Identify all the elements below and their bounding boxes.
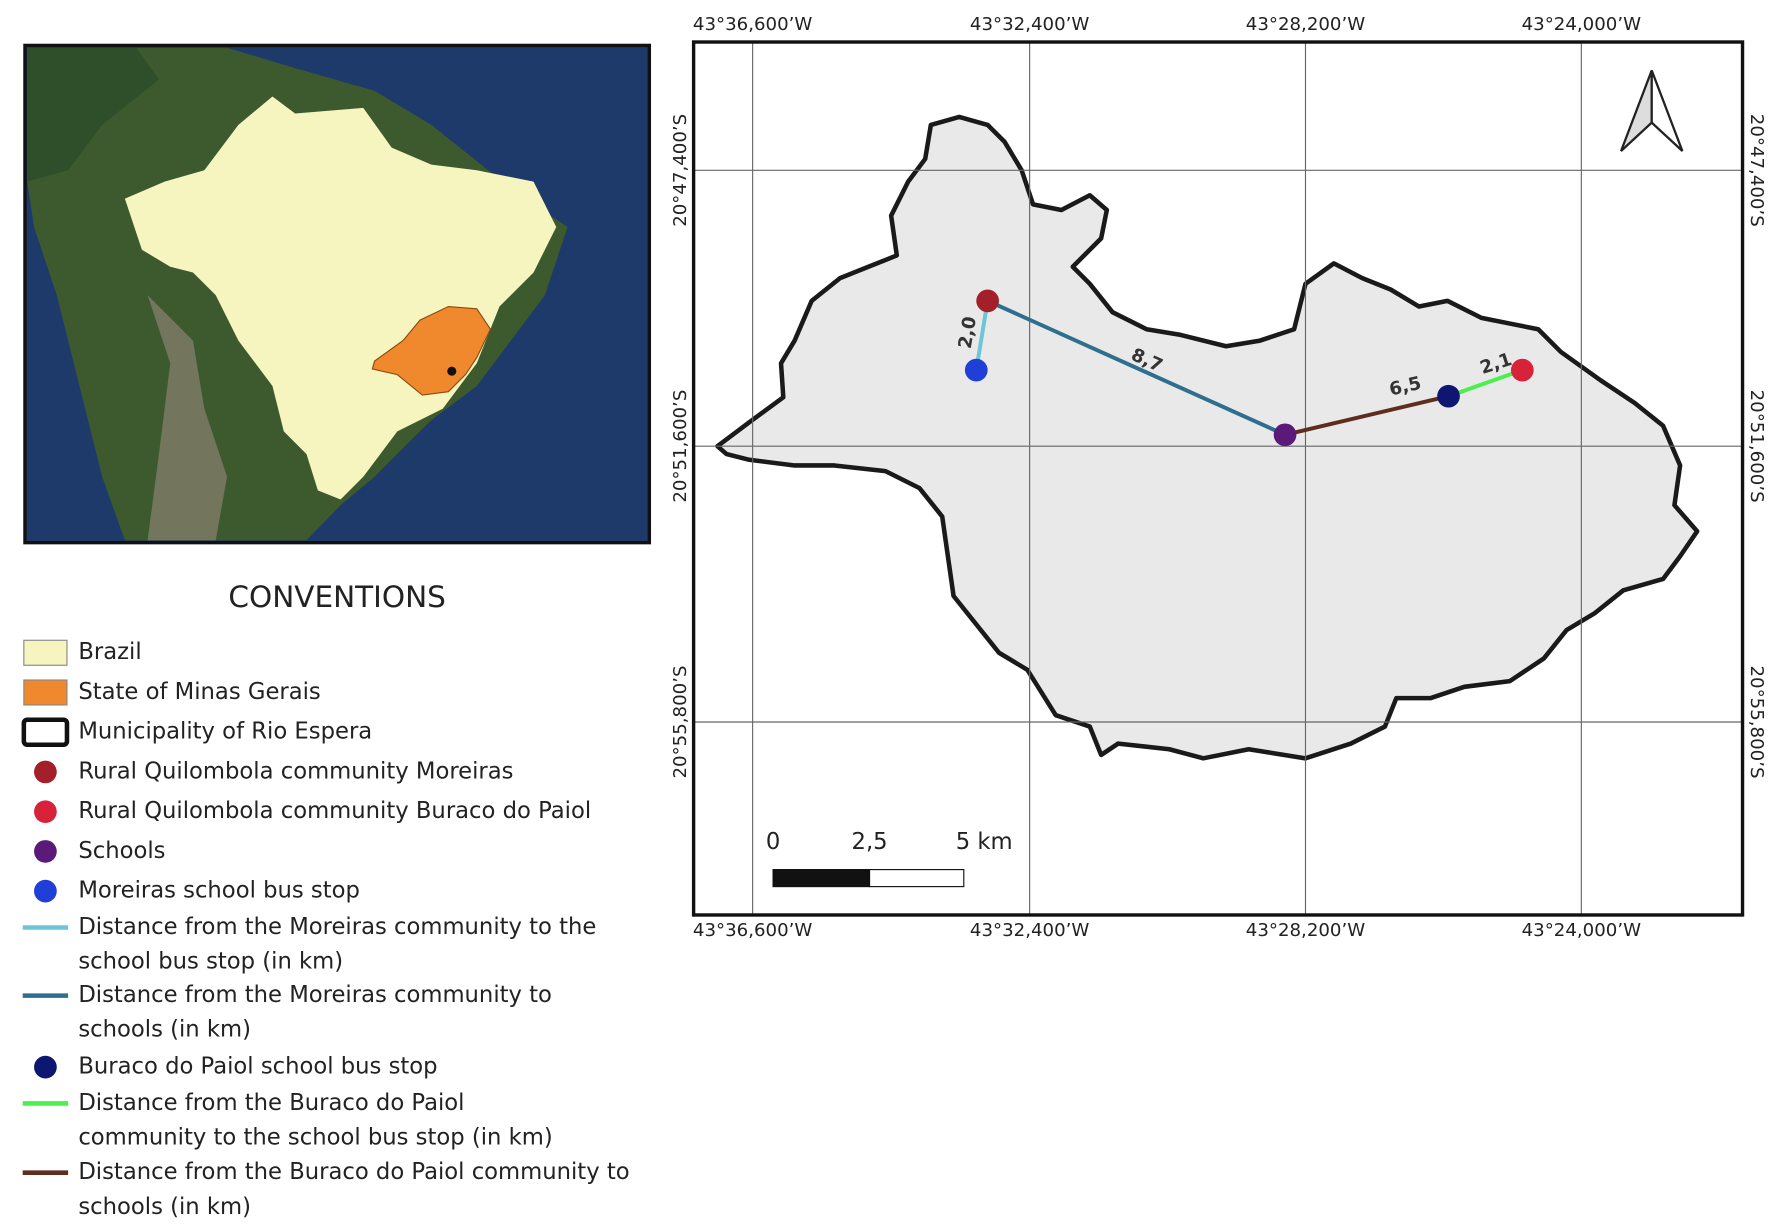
- legend-title: CONVENTIONS: [228, 580, 446, 614]
- legend-label: Municipality of Rio Espera: [78, 719, 372, 745]
- legend-label: school bus stop (in km): [78, 949, 343, 975]
- points: [964, 289, 1534, 447]
- map-frame: [691, 40, 1745, 917]
- scale-label: 5 km: [956, 829, 1013, 855]
- main-map: 2,0 8,7 6,5 2,1 0 2,5 5 km: [691, 40, 1745, 917]
- longitude-label: 43°32,400’W: [970, 14, 1089, 35]
- longitude-label: 43°24,000’W: [1522, 14, 1641, 35]
- coordinate-labels: 43°36,600’W 43°36,600’W 43°32,400’W 43°32,4…: [670, 14, 1767, 941]
- legend-texts: Brazil State of Minas Gerais Municipality …: [78, 639, 629, 1220]
- legend-label: schools (in km): [78, 1017, 251, 1043]
- legend-label: Distance from the Moreiras community to …: [78, 914, 596, 940]
- longitude-label: 43°32,400’W: [970, 920, 1089, 941]
- latitude-label: 20°55,800’S: [670, 665, 691, 778]
- longitude-label: 43°24,000’W: [1522, 920, 1641, 941]
- legend-label: community to the school bus stop (in km): [78, 1125, 552, 1151]
- latitude-label: 20°47,400’S: [1746, 114, 1767, 227]
- latitude-label: 20°47,400’S: [670, 114, 691, 227]
- legend-symbols: [21, 639, 70, 1175]
- legend-label: Distance from the Buraco do Paiol commun…: [78, 1159, 629, 1185]
- routes: [974, 298, 1525, 437]
- graticule: [693, 42, 1743, 915]
- legend-label: Distance from the Buraco do Paiol: [78, 1090, 464, 1116]
- scale-label: 2,5: [852, 829, 888, 855]
- north-arrow: [1620, 69, 1684, 152]
- legend-label: schools (in km): [78, 1194, 251, 1220]
- legend-label: Rural Quilombola community Buraco do Pai…: [78, 798, 591, 824]
- latitude-label: 20°51,600’S: [1746, 390, 1767, 503]
- longitude-label: 43°28,200’W: [1246, 14, 1365, 35]
- latitude-label: 20°55,800’S: [1746, 665, 1767, 778]
- longitude-label: 43°36,600’W: [693, 920, 812, 941]
- scale-bar: [772, 869, 965, 888]
- latitude-label: 20°51,600’S: [670, 390, 691, 503]
- legend-label: Rural Quilombola community Moreiras: [78, 758, 513, 784]
- longitude-label: 43°36,600’W: [693, 14, 812, 35]
- legend-label: Distance from the Moreiras community to: [78, 982, 552, 1008]
- legend-label: Schools: [78, 838, 165, 864]
- legend-label: Moreiras school bus stop: [78, 878, 360, 904]
- scale-label: 0: [766, 829, 780, 855]
- inset-map: [23, 43, 652, 545]
- legend-label: Brazil: [78, 639, 141, 665]
- municipality-boundary: [715, 114, 1700, 761]
- legend-label: Buraco do Paiol school bus stop: [78, 1054, 437, 1080]
- legend-label: State of Minas Gerais: [78, 679, 320, 705]
- longitude-label: 43°28,200’W: [1246, 920, 1365, 941]
